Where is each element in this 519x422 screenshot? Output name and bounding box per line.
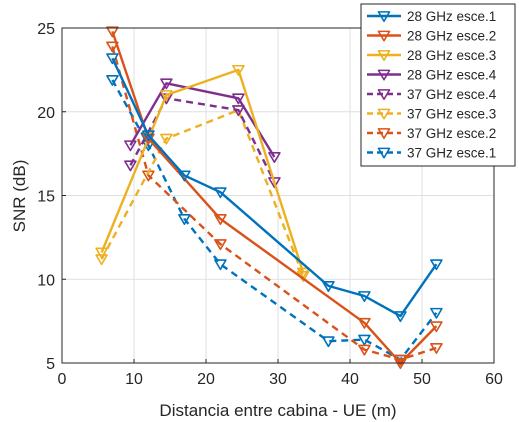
data-point-marker (178, 214, 191, 225)
legend-entry: 37 GHz esce.1 (367, 146, 496, 161)
y-tick-label: 20 (37, 105, 55, 122)
data-point-marker (106, 53, 119, 65)
data-point-marker (394, 358, 407, 370)
legend-label: 37 GHz esce.1 (407, 146, 496, 161)
data-point-marker (358, 317, 371, 329)
data-point-marker (430, 321, 443, 333)
data-point-marker (178, 170, 191, 182)
legend-entry: 28 GHz esce.4 (367, 68, 497, 83)
legend: 28 GHz esce.1 28 GHz esce.2 28 GHz esce.3 2… (360, 3, 516, 167)
legend-entry: 37 GHz esce.3 (367, 107, 496, 122)
data-point-marker (95, 247, 108, 259)
data-point-marker (124, 160, 137, 172)
data-point-marker (232, 64, 245, 76)
y-tick-label: 25 (37, 21, 55, 38)
data-point-marker (268, 152, 281, 163)
series-37-ghz-esce-1 (106, 75, 443, 366)
series-28-ghz-esce-1 (106, 53, 443, 323)
data-point-marker (358, 344, 371, 356)
data-point-marker (394, 311, 407, 323)
x-tick-label: 0 (58, 371, 67, 388)
data-point-marker (214, 187, 227, 199)
data-point-marker (106, 41, 119, 53)
legend-marker (377, 89, 391, 101)
legend-entry: 28 GHz esce.2 (367, 29, 496, 44)
series-line (100, 108, 305, 277)
data-point-marker (268, 177, 281, 189)
legend-label: 37 GHz esce.3 (407, 107, 496, 122)
data-point-marker (430, 307, 443, 319)
x-tick-label: 10 (125, 371, 143, 388)
legend-marker (377, 50, 391, 62)
legend-marker (377, 30, 391, 42)
data-point-marker (214, 239, 227, 251)
legend-label: 28 GHz esce.3 (407, 48, 496, 63)
data-point-marker (160, 90, 173, 102)
legend-entry: 37 GHz esce.4 (367, 87, 497, 102)
data-point-marker (214, 214, 227, 225)
x-tick-label: 50 (413, 371, 431, 388)
data-point-marker (160, 78, 173, 90)
data-point-marker (296, 267, 310, 279)
y-tick-label: 15 (37, 189, 55, 206)
data-point-marker (214, 259, 227, 271)
x-tick-label: 20 (197, 371, 215, 388)
axis-ticks: 0 10 20 30 40 50 60 5 10 15 20 25 (37, 21, 503, 388)
legend-label: 28 GHz esce.2 (407, 29, 496, 44)
x-axis-label: Distancia entre cabina - UE (m) (159, 401, 396, 420)
legend-label: 37 GHz esce.2 (407, 126, 496, 141)
x-tick-label: 40 (341, 371, 359, 388)
data-point-marker (232, 93, 245, 105)
data-point-marker (322, 336, 335, 348)
legend-entry: 28 GHz esce.1 (367, 9, 496, 24)
legend-marker (377, 147, 391, 159)
legend-marker (377, 11, 391, 23)
data-point-marker (106, 26, 119, 38)
series-line (111, 57, 438, 318)
data-point-marker (124, 140, 137, 152)
legend-marker (377, 108, 391, 120)
data-point-marker (160, 133, 173, 145)
legend-marker (377, 69, 391, 81)
plot-series (95, 26, 443, 370)
data-point-marker (430, 342, 443, 354)
data-point-marker (358, 291, 371, 303)
y-axis-label: SNR (dB) (10, 160, 29, 233)
data-point-marker (430, 259, 443, 271)
legend-label: 28 GHz esce.1 (407, 9, 496, 24)
legend-label: 28 GHz esce.4 (407, 68, 497, 83)
data-point-marker (106, 75, 119, 86)
data-point-marker (232, 105, 245, 117)
series-28-ghz-esce-3 (95, 64, 310, 279)
series-line (111, 79, 438, 361)
data-point-marker (142, 130, 155, 142)
x-tick-label: 30 (269, 371, 287, 388)
y-tick-label: 5 (46, 356, 55, 373)
y-tick-label: 10 (37, 272, 55, 289)
data-point-marker (95, 254, 108, 266)
legend-marker (377, 128, 391, 140)
legend-entry: 37 GHz esce.2 (367, 126, 496, 141)
legend-label: 37 GHz esce.4 (407, 87, 497, 102)
data-point-marker (358, 334, 371, 346)
legend-entry: 28 GHz esce.3 (367, 48, 496, 63)
series-line (100, 68, 305, 273)
x-tick-label: 60 (485, 371, 503, 388)
data-point-marker (322, 281, 335, 292)
